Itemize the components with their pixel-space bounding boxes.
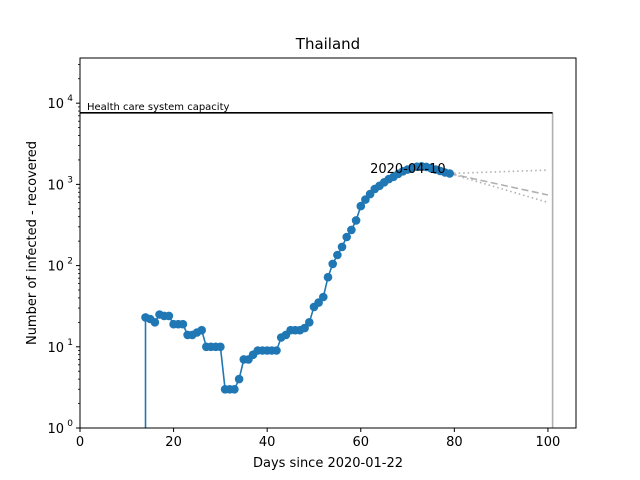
plot-area: Health care system capacity 2020-04-10 (80, 102, 554, 428)
data-point (445, 169, 455, 178)
y-tick-label: 10 (47, 341, 64, 356)
x-tick-label: 80 (446, 435, 463, 450)
data-point (319, 292, 328, 302)
x-tick-label: 60 (352, 435, 369, 450)
data-point (342, 232, 352, 242)
y-tick-exponent: 2 (67, 257, 73, 267)
data-point (150, 318, 160, 327)
data-point (234, 374, 244, 384)
data-point (272, 346, 281, 355)
data-point (351, 216, 361, 225)
projection-line-dotted (449, 172, 549, 204)
y-tick-label: 10 (47, 260, 64, 275)
data-point (337, 242, 347, 252)
y-tick-exponent: 1 (67, 338, 73, 348)
data-point (164, 311, 174, 321)
date-annotation: 2020-04-10 (370, 162, 446, 177)
data-point (356, 201, 366, 211)
data-point (197, 325, 206, 335)
projection-line-dotted (449, 169, 548, 175)
projection-line-dashed (449, 172, 549, 196)
y-tick-label: 10 (47, 97, 64, 112)
series-line (145, 165, 450, 391)
data-point (305, 318, 314, 327)
y-axis-label: Number of infected - recovered (25, 141, 40, 345)
plot-frame (79, 57, 577, 429)
y-tick-exponent: 0 (67, 419, 73, 429)
y-tick-label: 10 (47, 422, 64, 437)
data-point (300, 323, 309, 333)
y-tick-exponent: 4 (67, 94, 73, 104)
data-point (323, 272, 333, 282)
x-tick-label: 40 (259, 435, 276, 450)
data-point (216, 342, 225, 352)
data-point (178, 319, 188, 329)
x-axis-label: Days since 2020-01-22 (253, 456, 403, 471)
x-tick-label: 100 (536, 435, 561, 450)
x-axis: 0 20 40 60 80 100 (76, 428, 560, 450)
y-tick-label: 10 (47, 178, 64, 193)
y-tick-exponent: 3 (67, 175, 73, 185)
chart-title: Thailand (295, 35, 360, 53)
capacity-label: Health care system capacity (87, 102, 229, 113)
data-point (333, 250, 342, 260)
data-point (347, 225, 356, 235)
x-tick-label: 20 (165, 435, 182, 450)
x-tick-label: 0 (76, 435, 84, 450)
data-point (328, 259, 338, 269)
data-point (230, 385, 239, 394)
